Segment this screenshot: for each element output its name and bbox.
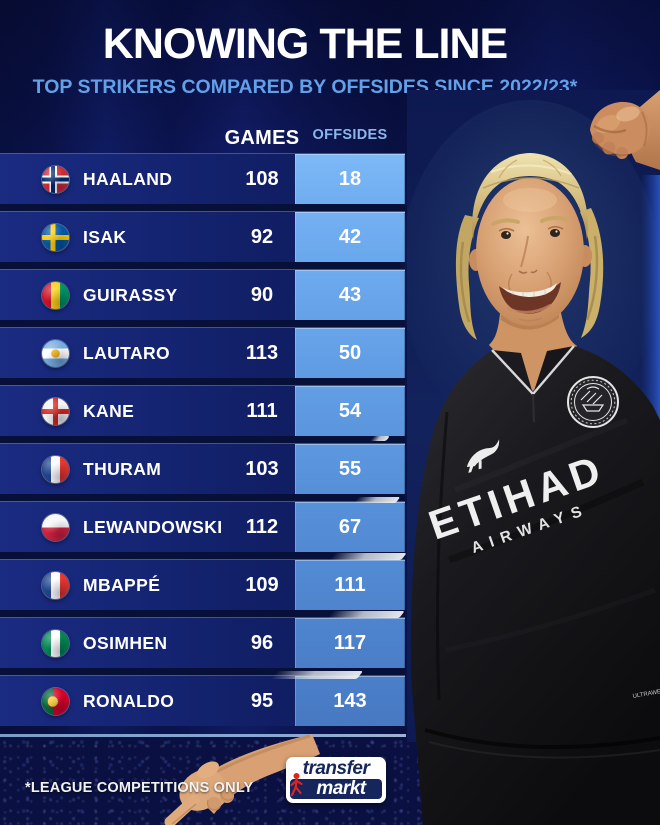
player-name: LEWANDOWSKI [83,516,223,537]
games-value: 103 [245,457,279,480]
page-subtitle: TOP STRIKERS COMPARED BY OFFSIDES SINCE … [32,76,578,98]
page-title: KNOWING THE LINE [102,20,508,68]
offsides-value: 42 [338,226,362,248]
page-curl-highlight [270,671,364,679]
games-value: 111 [246,399,278,422]
raised-fist [590,90,660,170]
table-row: KANE 111 54 [0,385,405,436]
table-row: OSIMHEN 96 117 [0,617,405,668]
flag-portugal-icon [42,687,69,715]
games-value: 96 [250,631,274,654]
flag-france-icon [42,571,69,599]
page-curl-highlight [329,553,407,560]
transfermarkt-player-icon [290,773,303,797]
transfermarkt-logo: transfer markt [286,757,386,803]
offsides-value: 143 [333,690,367,712]
games-value: 112 [245,515,279,538]
shirt-sponsor-line2: AIRWAYS [469,501,591,557]
flag-france-icon [42,455,69,483]
offsides-cell: 143 [295,676,405,726]
table-row: HAALAND 108 18 [0,153,405,204]
offsides-value: 50 [338,342,362,364]
games-value: 92 [250,225,274,248]
flag-norway-icon [42,165,69,193]
offsides-value: 67 [338,516,362,538]
player-name: ISAK [83,226,127,247]
table-row: THURAM 103 55 [0,443,405,494]
table-row: LAUTARO 113 50 [0,327,405,378]
offsides-cell: 50 [295,328,405,378]
offsides-value: 111 [334,574,366,596]
player-name: OSIMHEN [83,632,168,653]
flag-poland-icon [42,513,69,541]
table-bottom-highlight [0,734,406,737]
flag-guinea-icon [42,281,69,309]
strikers-table: HAALAND 108 18 ISAK 92 42 GUIRASSY 90 43… [0,153,405,726]
page-curl-highlight [327,611,405,618]
offsides-cell: 54 [295,386,405,436]
offsides-cell: 43 [295,270,405,320]
haaland-photo: ETIHAD AIRWAYS ULTRAWEAVE [400,90,660,825]
offsides-cell: 42 [295,212,405,262]
table-row: RONALDO 95 143 [0,675,405,726]
shirt-fabric-text: ULTRAWEAVE [632,687,660,700]
player-name: GUIRASSY [83,284,178,305]
man-city-badge-icon [567,376,619,428]
column-header-offsides: OFFSIDES [312,127,388,143]
column-header-games: GAMES [224,127,300,149]
shirt-sponsor-line1: ETIHAD [423,446,611,549]
table-row: GUIRASSY 90 43 [0,269,405,320]
offsides-cell: 18 [295,154,405,204]
flag-nigeria-icon [42,629,69,657]
table-row: LEWANDOWSKI 112 67 [0,501,405,552]
footnote: *LEAGUE COMPETITIONS ONLY [25,780,254,796]
offsides-value: 117 [333,632,367,654]
player-name: LAUTARO [83,342,171,363]
player-name: KANE [83,400,135,421]
games-value: 109 [245,573,279,596]
offsides-cell: 67 [295,502,405,552]
page-curl-highlight [353,497,401,503]
offsides-cell: 55 [295,444,405,494]
offsides-value: 43 [338,284,362,306]
offsides-value: 54 [338,400,362,422]
player-name: THURAM [83,458,162,479]
table-row: MBAPPÉ 109 111 [0,559,405,610]
games-value: 113 [245,341,279,364]
offsides-cell: 117 [295,618,405,668]
games-value: 90 [250,283,274,306]
flag-sweden-icon [42,223,69,251]
player-name: RONALDO [83,690,175,711]
games-value: 108 [245,167,279,190]
player-name: MBAPPÉ [83,574,161,595]
flag-england-icon [42,397,69,425]
player-name: HAALAND [83,168,173,189]
offsides-value: 55 [338,458,362,480]
games-value: 95 [250,689,274,712]
offsides-value: 18 [338,168,362,190]
flag-argentina-icon [42,339,69,367]
table-row: ISAK 92 42 [0,211,405,262]
puma-logo-icon [466,439,500,473]
offsides-cell: 111 [295,560,405,610]
